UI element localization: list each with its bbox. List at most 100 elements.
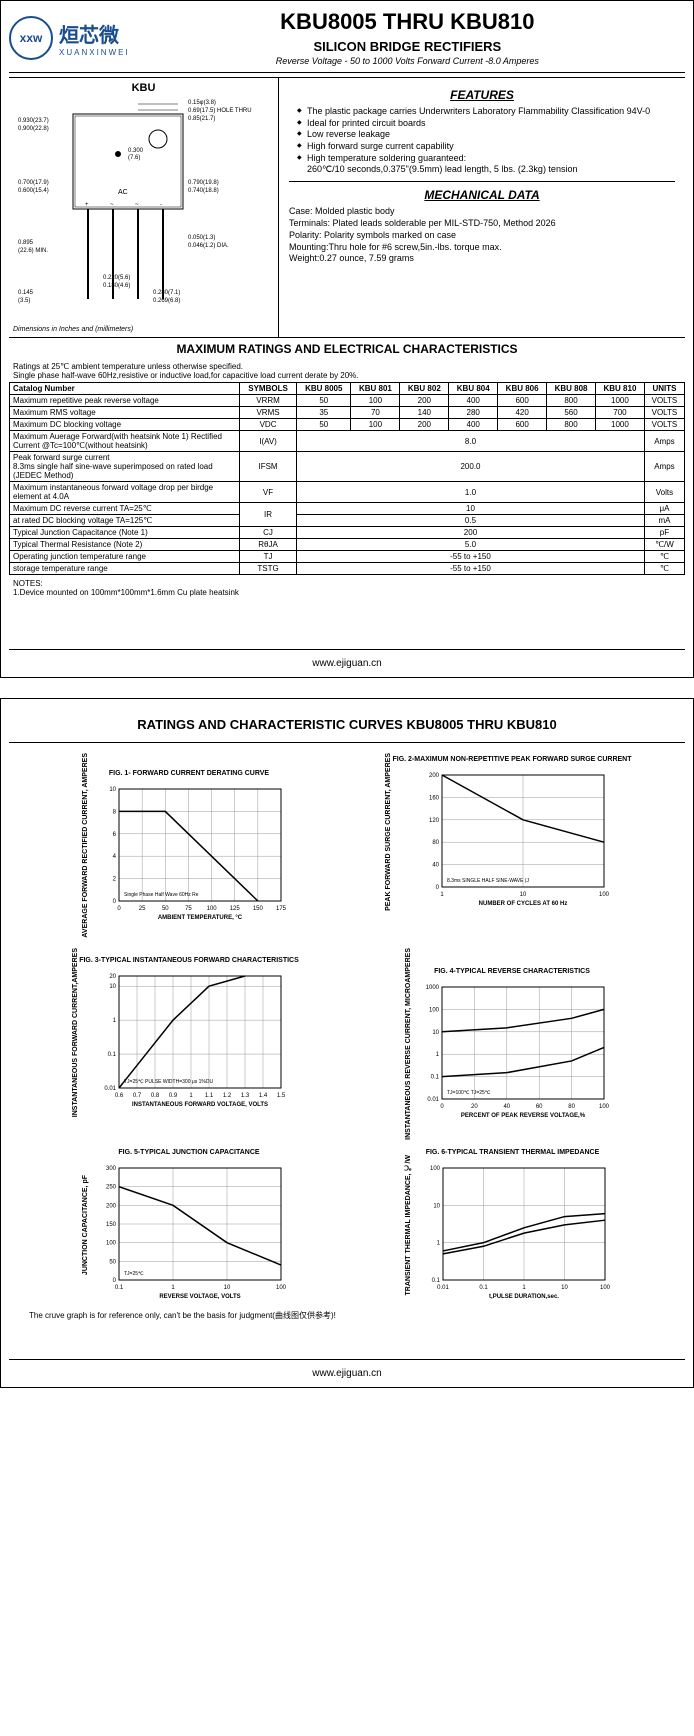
col-kbu806: KBU 806 [498,383,547,395]
svg-text:10: 10 [109,984,116,990]
svg-text:175: 175 [276,906,287,912]
svg-text:100: 100 [207,906,218,912]
table-row: Maximum RMS voltageVRMS35701402804205607… [10,407,685,419]
chart-svg: 0.010.11101000.1110100t,PULSE DURATION,s… [413,1160,613,1300]
svg-text:0.930(23.7): 0.930(23.7) [18,118,49,124]
chart-3: INSTANTANEOUS FORWARD CURRENT,AMPERES FI… [29,948,342,1140]
ratings-title: MAXIMUM RATINGS AND ELECTRICAL CHARACTER… [9,337,685,360]
chart-svg: 11010004080120160200NUMBER OF CYCLES AT … [412,767,612,907]
chart-svg: 0204060801000.010.11101001000PERCENT OF … [412,979,612,1119]
svg-text:1: 1 [113,1018,117,1024]
col-kbu801: KBU 801 [351,383,400,395]
svg-text:300: 300 [106,1166,117,1172]
table-row: Typical Junction Capacitance (Note 1)CJ2… [10,527,685,539]
svg-text:~: ~ [135,202,139,208]
features-extra: 260℃/10 seconds,0.375"(9.5mm) lead lengt… [289,164,675,175]
datasheet-page-1: xxw 烜芯微 XUANXINWEI KBU8005 THRU KBU810 S… [0,0,694,678]
svg-text:0.895: 0.895 [18,240,34,246]
svg-text:125: 125 [230,906,241,912]
svg-text:1.2: 1.2 [223,1093,232,1099]
svg-text:REVERSE VOLTAGE, VOLTS: REVERSE VOLTAGE, VOLTS [159,1294,240,1300]
notes: NOTES: 1.Device mounted on 100mm*100mm*1… [9,575,685,601]
table-row: Peak forward surge current 8.3ms single … [10,452,685,482]
svg-text:(22.6) MIN.: (22.6) MIN. [18,248,48,254]
feature-item: High temperature soldering guaranteed: [297,153,675,165]
svg-text:10: 10 [109,787,116,793]
svg-text:0.046(1.2) DIA.: 0.046(1.2) DIA. [188,243,229,249]
svg-text:TJ=100℃ TJ=25℃: TJ=100℃ TJ=25℃ [447,1090,491,1096]
chart-title: FIG. 3-TYPICAL INSTANTANEOUS FORWARD CHA… [79,957,299,964]
svg-text:0: 0 [117,906,121,912]
svg-text:200: 200 [106,1204,117,1210]
svg-text:0.180(4.6): 0.180(4.6) [103,283,130,289]
svg-text:1.3: 1.3 [241,1093,250,1099]
svg-text:0.6: 0.6 [115,1093,124,1099]
svg-text:0.1: 0.1 [479,1285,488,1291]
mech-weight: Weight:0.27 ounce, 7.59 grams [289,253,675,265]
mech-polarity: Polarity: Polarity symbols marked on cas… [289,230,675,242]
svg-text:75: 75 [185,906,192,912]
table-row: Typical Thermal Resistance (Note 2)RθJA5… [10,539,685,551]
table-header-row: Catalog Number SYMBOLS KBU 8005 KBU 801 … [10,383,685,395]
features-title: FEATURES [289,88,675,102]
svg-text:0.300: 0.300 [128,148,144,154]
svg-text:40: 40 [503,1104,510,1110]
col-kbu8005: KBU 8005 [297,383,351,395]
svg-text:0.600(15.4): 0.600(15.4) [18,188,49,194]
notes-title: NOTES: [13,579,681,588]
feature-item: High forward surge current capability [297,141,675,153]
chart-title: FIG. 1- FORWARD CURRENT DERATING CURVE [89,770,289,777]
package-label: KBU [13,82,274,94]
svg-text:0.01: 0.01 [427,1097,439,1103]
svg-text:100: 100 [599,1285,610,1291]
mech-mounting: Mounting:Thru hole for #6 screw,5in.-lbs… [289,242,675,254]
sub-title: SILICON BRIDGE RECTIFIERS [130,39,685,54]
table-row: Operating junction temperature rangeTJ-5… [10,551,685,563]
logo-icon: xxw [9,16,53,60]
feature-item: Ideal for printed circuit boards [297,118,675,130]
chart-2: PEAK FORWARD SURGE CURRENT, AMPERES FIG.… [352,753,665,938]
mech-case: Case: Molded plastic body [289,206,675,218]
svg-text:0: 0 [436,885,440,891]
svg-text:1.4: 1.4 [259,1093,268,1099]
package-drawing-icon: 0.15φ(3.8) 0.69(17.5) HOLE THRU 0.85(21.… [13,94,273,324]
svg-text:1: 1 [522,1285,526,1291]
chart-4: INSTANTANEOUS REVERSE CURRENT, MICROAMPE… [352,948,665,1140]
svg-text:0.740(18.8): 0.740(18.8) [188,188,219,194]
svg-text:1.5: 1.5 [277,1093,286,1099]
svg-text:0.7: 0.7 [133,1093,142,1099]
svg-text:0.220(5.6): 0.220(5.6) [103,275,130,281]
chart-5: JUNCTION CAPACITANCE, pF FIG. 5-TYPICAL … [29,1149,342,1300]
chart-ylabel: TRANSIENT THERMAL IMPEDANCE, ℃/W [405,1155,413,1295]
svg-text:INSTANTANEOUS FORWARD VOLTAGE,: INSTANTANEOUS FORWARD VOLTAGE, VOLTS [132,1102,268,1108]
svg-text:2: 2 [113,876,117,882]
dimension-note: Dimensions in Inches and (millimeters) [13,326,274,333]
svg-text:10: 10 [432,1030,439,1036]
header: xxw 烜芯微 XUANXINWEI KBU8005 THRU KBU810 S… [9,9,685,73]
svg-text:4: 4 [113,854,117,860]
svg-text:100: 100 [599,1104,610,1110]
table-row: Maximum instantaneous forward voltage dr… [10,482,685,503]
svg-text:0.01: 0.01 [437,1285,449,1291]
table-row: Maximum repetitive peak reverse voltageV… [10,395,685,407]
svg-text:0: 0 [440,1104,444,1110]
chart-ylabel: AVERAGE FORWARD RECTIFIED CURRENT, AMPER… [82,753,89,938]
logo-brand-en: XUANXINWEI [59,48,130,57]
svg-text:80: 80 [568,1104,575,1110]
svg-text:AC: AC [118,189,128,196]
svg-text:0: 0 [113,899,117,905]
svg-text:0.790(19.8): 0.790(19.8) [188,180,219,186]
notes-text: 1.Device mounted on 100mm*100mm*1.6mm Cu… [13,588,681,597]
datasheet-page-2: RATINGS AND CHARACTERISTIC CURVES KBU800… [0,698,694,1388]
svg-text:20: 20 [109,974,116,980]
ratings-desc: Ratings at 25℃ ambient temperature unles… [9,360,685,382]
svg-text:10: 10 [520,892,527,898]
mech-data-title: MECHANICAL DATA [289,188,675,202]
package-diagram-column: KBU 0.15φ(3.8) 0.69(17.5) HOLE THRU 0.85… [9,78,279,337]
table-row: Maximum DC reverse current TA=25℃IR10μA [10,503,685,515]
chart-ylabel: INSTANTANEOUS FORWARD CURRENT,AMPERES [72,948,79,1117]
chart-1: AVERAGE FORWARD RECTIFIED CURRENT, AMPER… [29,753,342,938]
chart-ylabel: PEAK FORWARD SURGE CURRENT, AMPERES [385,753,392,911]
chart-ylabel: INSTANTANEOUS REVERSE CURRENT, MICROAMPE… [405,948,412,1140]
svg-text:PERCENT OF PEAK REVERSE VOLTAG: PERCENT OF PEAK REVERSE VOLTAGE,% [461,1113,586,1119]
